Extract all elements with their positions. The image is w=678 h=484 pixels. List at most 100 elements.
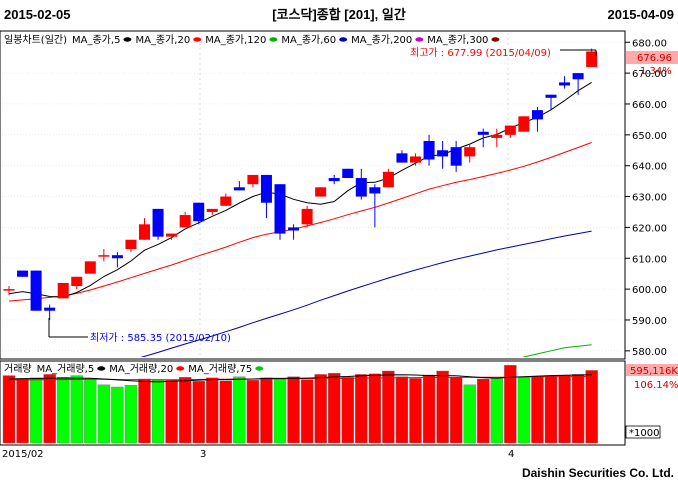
volume-bar <box>300 379 314 444</box>
y-tick-label: 580.00 <box>632 347 667 358</box>
legend-label: MA_거래량,5 <box>37 363 95 375</box>
candle-body <box>125 239 137 249</box>
legend-swatch <box>269 37 278 42</box>
y-tick-label: 680.00 <box>632 38 667 49</box>
candle-body <box>139 224 150 240</box>
legend-swatch <box>123 37 132 42</box>
volume-bar <box>206 377 219 444</box>
candle-body <box>518 116 530 132</box>
brand-footer: Daishin Securities Co. Ltd. <box>522 466 674 480</box>
y-tick-label: 610.00 <box>632 254 667 265</box>
candle-body <box>491 134 503 138</box>
volume-bar <box>382 370 395 444</box>
date-axis: 2015/02 3 4 <box>2 449 514 460</box>
volume-bar <box>151 379 165 444</box>
pct-change: 1.34% <box>640 66 672 77</box>
legend-label: MA_종가,5 <box>72 34 120 46</box>
candle-body <box>342 168 354 179</box>
volume-unit-box <box>625 425 661 439</box>
end-date: 2015-04-09 <box>608 7 675 22</box>
ma20-line <box>8 142 592 302</box>
candle-body <box>71 276 83 287</box>
candle-body <box>437 150 449 157</box>
price-legend: 일봉차트(일간) MA_종가,5 MA_종가,20 MA_종가,120 MA_종가,60… <box>4 34 500 46</box>
x-tick-label: 3 <box>200 449 206 460</box>
candle-body <box>179 215 191 228</box>
candle-body <box>30 270 42 311</box>
low-label: 최저가 : 585.35 (2015/02/10) <box>90 332 231 344</box>
candle-body <box>98 255 110 257</box>
volume-bar <box>192 381 205 444</box>
candle-body <box>586 51 598 67</box>
chart-title: [코스닥]종합 [201], 일간 <box>272 7 406 22</box>
price-panel <box>0 30 626 360</box>
candle-body <box>572 73 584 80</box>
volume-bar <box>260 377 273 444</box>
y-tick-label: 630.00 <box>632 193 667 204</box>
y-tick-label: 640.00 <box>632 162 667 173</box>
candle-body <box>559 82 571 86</box>
volume-ma5-line <box>8 374 592 383</box>
candle-body <box>274 184 286 234</box>
candle-body <box>57 282 69 299</box>
volume-bar <box>477 378 490 444</box>
price-axis: 580.00 590.00 600.00 610.00 620.00 630.00 640.… <box>625 38 667 358</box>
legend-swatch <box>255 366 264 371</box>
volume-bar <box>409 378 422 444</box>
volume-pct: 106.14% <box>634 380 678 391</box>
candle-body <box>410 156 421 163</box>
legend-label: MA_종가,60 <box>281 34 336 46</box>
volume-bar <box>571 374 585 444</box>
candle-body <box>315 187 327 197</box>
volume-bar <box>504 365 517 444</box>
candle-body <box>504 125 516 135</box>
volume-bar <box>2 375 16 444</box>
volume-bar <box>16 378 29 444</box>
volume-bar <box>558 375 571 444</box>
y-tick-label: 670.00 <box>632 69 667 80</box>
candle-body <box>152 208 164 237</box>
start-date: 2015-02-05 <box>4 7 71 22</box>
volume-bar <box>97 384 111 444</box>
legend-label: MA_거래량,20 <box>109 363 173 375</box>
legend-swatch <box>491 37 500 42</box>
high-label: 최고가 : 677.99 (2015/04/09) <box>410 47 551 59</box>
y-tick-label: 650.00 <box>632 131 667 142</box>
volume-bar <box>328 373 341 444</box>
candle-body <box>450 147 462 166</box>
volume-unit: *1000 <box>629 428 659 439</box>
last-volume-box <box>626 364 678 376</box>
volume-bars <box>2 365 598 444</box>
legend-label: MA_거래량,75 <box>188 363 252 375</box>
y-tick-label: 620.00 <box>632 223 667 234</box>
volume-bar <box>84 378 97 444</box>
candle-body <box>477 131 489 135</box>
last-volume: 595,116K <box>630 366 678 377</box>
volume-bar <box>490 378 503 444</box>
legend-label: MA_종가,120 <box>205 34 266 46</box>
volume-bar <box>341 377 354 444</box>
volume-bar <box>219 380 233 444</box>
volume-bar <box>57 377 70 444</box>
volume-bar <box>463 384 476 444</box>
volume-bar <box>29 377 43 444</box>
candle-body <box>382 171 394 188</box>
volume-bar <box>436 370 449 444</box>
volume-bar <box>531 375 544 444</box>
candle-body <box>111 255 123 259</box>
candle-body <box>288 227 300 231</box>
volume-bar <box>422 374 436 444</box>
candle-body <box>464 147 476 157</box>
legend-label: 거래량 <box>4 363 32 375</box>
candles <box>3 48 598 320</box>
y-tick-label: 590.00 <box>632 316 667 327</box>
candle-body <box>545 94 557 98</box>
volume-bar <box>273 378 287 444</box>
volume-bar <box>449 377 463 444</box>
candle-body <box>17 270 29 277</box>
volume-bar <box>355 374 368 444</box>
x-tick-label: 2015/02 <box>2 449 44 460</box>
volume-bar <box>395 376 409 444</box>
legend-swatch <box>415 37 424 42</box>
